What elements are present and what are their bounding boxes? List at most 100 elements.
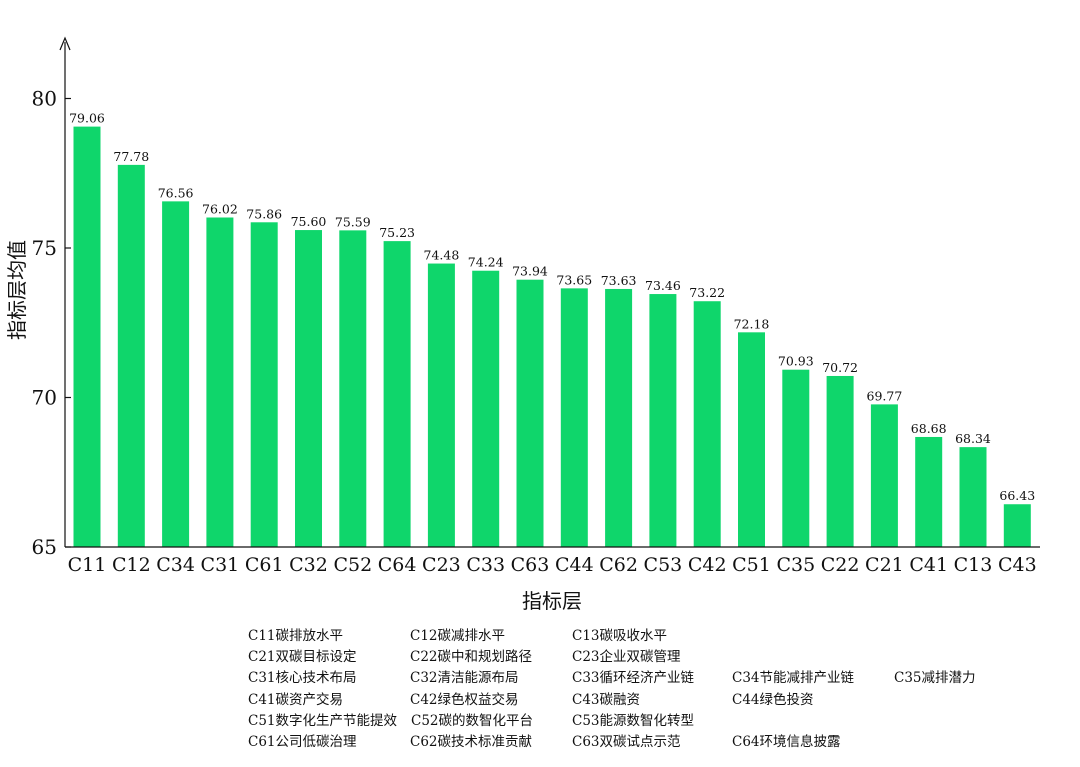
x-tick-label-c12: C12	[112, 554, 151, 576]
legend-item: C13碳吸收水平	[572, 628, 668, 644]
data-label-c52: 75.59	[335, 214, 371, 229]
x-tick-label-c52: C52	[333, 554, 372, 576]
x-tick-label-c33: C33	[466, 554, 505, 576]
x-tick-labels-group: C11 C12 C34 C31 C61 C32 C52 C64 C23 C33 C63 C44 C62 C…	[68, 554, 1037, 576]
y-tick-label-70: 70	[32, 386, 57, 410]
legend-item: C43碳融资	[572, 691, 641, 708]
y-tick-label-65: 65	[32, 535, 57, 559]
legend-item: C61公司低碳治理	[248, 734, 357, 750]
data-label-c51: 72.18	[734, 316, 770, 331]
data-label-c42: 73.22	[689, 285, 725, 300]
x-tick-label-c42: C42	[688, 554, 727, 576]
x-tick-label-c13: C13	[954, 554, 993, 576]
bar-c44	[560, 288, 588, 547]
legend-row: C11碳排放水平 C12碳减排水平 C13碳吸收水平	[248, 626, 1068, 647]
bar-c52	[339, 230, 367, 548]
bar-c53	[649, 294, 677, 547]
legend-item: C53能源数智化转型	[572, 712, 695, 729]
x-axis-title: 指标层	[522, 589, 582, 613]
bar-c11	[73, 126, 101, 548]
data-label-c53: 73.46	[645, 278, 681, 293]
legend-row: C51数字化生产节能提效 C52碳的数智化平台 C53能源数智化转型	[248, 711, 1068, 732]
legend-item: C31核心技术布局	[248, 670, 357, 687]
bar-c13	[959, 447, 987, 547]
legend-row: C31核心技术布局 C32清洁能源布局 C33循环经济产业链 C34节能减排产业链 C3…	[248, 668, 1068, 689]
legend-item: C11碳排放水平	[248, 628, 344, 644]
data-label-c41: 68.68	[911, 421, 947, 436]
data-label-c61: 75.86	[246, 206, 282, 221]
data-label-c44: 73.65	[556, 272, 592, 287]
y-tick-label-75: 75	[32, 236, 57, 260]
data-label-c11: 79.06	[69, 111, 105, 126]
data-label-c21: 69.77	[867, 388, 903, 403]
legend-item: C35减排潜力	[894, 670, 976, 687]
bar-chart: 79.06 77.78 76.56 76.02 75.86 75.60 75.59 75.23…	[5, 36, 1040, 613]
bar-c41	[915, 436, 943, 547]
legend-item: C23企业双碳管理	[572, 649, 681, 666]
bar-c63	[516, 279, 544, 547]
data-label-c43: 66.43	[999, 488, 1035, 503]
bar-c61	[250, 222, 278, 548]
legend-item: C41碳资产交易	[248, 691, 344, 708]
bar-c62	[605, 288, 633, 547]
x-tick-label-c63: C63	[511, 554, 550, 576]
bar-c22	[826, 375, 854, 547]
legend-item: C52碳的数智化平台	[411, 712, 534, 729]
x-tick-label-c53: C53	[644, 554, 683, 576]
x-tick-label-c23: C23	[422, 554, 461, 576]
data-label-c23: 74.48	[424, 248, 460, 263]
x-tick-label-c34: C34	[156, 554, 195, 576]
bar-c64	[383, 241, 411, 547]
bar-c23	[427, 263, 455, 547]
category-legend: C11碳排放水平 C12碳减排水平 C13碳吸收水平 C21双碳目标设定 C22碳中和规…	[248, 626, 1068, 753]
data-label-c35: 70.93	[778, 354, 814, 369]
y-ticks-group: 65 70 75 80	[32, 87, 71, 559]
x-tick-label-c44: C44	[555, 554, 594, 576]
legend-item: C62碳技术标准贡献	[410, 734, 533, 750]
legend-item: C34节能减排产业链	[732, 670, 855, 687]
data-label-c31: 76.02	[202, 202, 238, 217]
x-tick-label-c11: C11	[68, 554, 107, 576]
x-tick-label-c51: C51	[732, 554, 771, 576]
bar-c43	[1003, 504, 1031, 547]
bar-c21	[870, 404, 898, 547]
data-label-c32: 75.60	[291, 214, 327, 229]
x-tick-label-c62: C62	[599, 554, 638, 576]
data-label-c22: 70.72	[822, 360, 858, 375]
x-tick-label-c31: C31	[201, 554, 240, 576]
legend-item: C64环境信息披露	[732, 734, 841, 750]
legend-row: C21双碳目标设定 C22碳中和规划路径 C23企业双碳管理	[248, 647, 1068, 668]
x-tick-label-c41: C41	[909, 554, 948, 576]
data-label-c13: 68.34	[955, 431, 991, 446]
data-label-c63: 73.94	[512, 264, 548, 279]
bar-c31	[206, 217, 234, 547]
x-tick-label-c22: C22	[821, 554, 860, 576]
y-axis-title: 指标层均值	[5, 240, 29, 340]
x-tick-label-c61: C61	[245, 554, 284, 576]
legend-item: C63双碳试点示范	[572, 734, 681, 750]
y-axis-arrow-icon	[59, 36, 71, 51]
x-tick-label-c64: C64	[378, 554, 417, 576]
x-tick-label-c32: C32	[289, 554, 328, 576]
legend-item: C42绿色权益交易	[410, 691, 519, 708]
data-label-c12: 77.78	[113, 149, 149, 164]
bar-c35	[782, 369, 810, 547]
legend-item: C22碳中和规划路径	[410, 649, 533, 666]
data-label-c34: 76.56	[158, 185, 194, 200]
data-labels-group: 79.06 77.78 76.56 76.02 75.86 75.60 75.59 75.23…	[69, 111, 1035, 504]
bar-c32	[295, 230, 322, 547]
x-tick-label-c21: C21	[865, 554, 904, 576]
data-label-c62: 73.63	[601, 273, 637, 288]
bars-group	[73, 126, 1031, 548]
legend-item: C33循环经济产业链	[572, 670, 695, 687]
legend-row: C41碳资产交易 C42绿色权益交易 C43碳融资 C44绿色投资	[248, 690, 1068, 711]
legend-row: C61公司低碳治理 C62碳技术标准贡献 C63双碳试点示范 C64环境信息披露	[248, 732, 1068, 753]
bar-c42	[693, 301, 721, 547]
x-tick-label-c35: C35	[776, 554, 815, 576]
data-label-c33: 74.24	[468, 255, 504, 270]
bar-c51	[738, 332, 765, 547]
y-tick-label-80: 80	[32, 87, 57, 111]
data-label-c64: 75.23	[379, 225, 415, 240]
bar-c34	[162, 201, 190, 548]
legend-item: C44绿色投资	[732, 691, 814, 708]
